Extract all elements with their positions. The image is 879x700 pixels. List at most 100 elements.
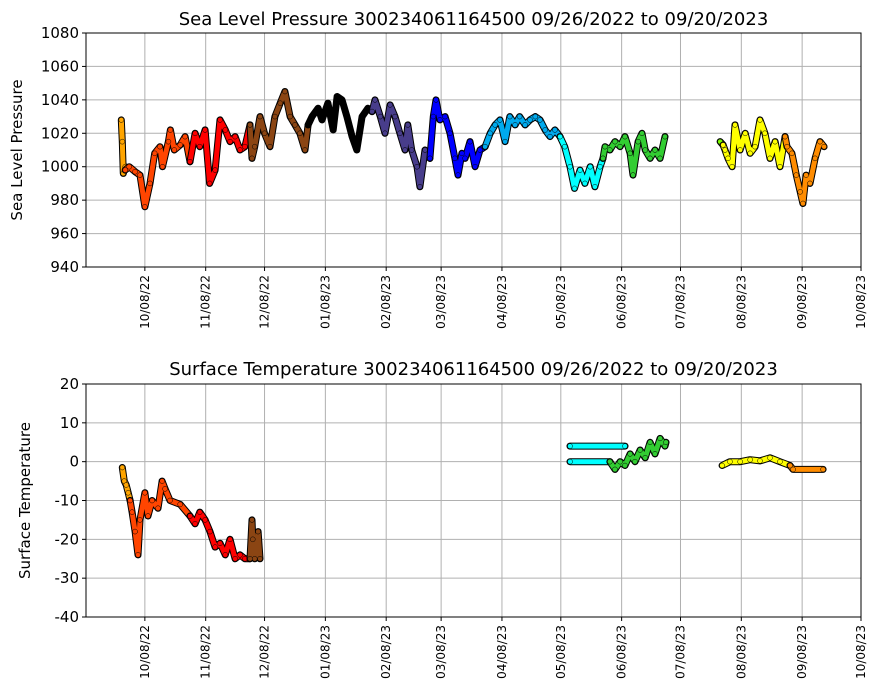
data-point [277, 100, 283, 106]
data-point [267, 143, 273, 150]
x-tick-label: 05/08/23 [554, 625, 568, 679]
data-point [251, 143, 258, 150]
data-point [587, 163, 593, 170]
data-point [125, 489, 131, 496]
data-point [567, 443, 573, 449]
data-point [793, 172, 800, 178]
series-may-2023-upper- [566, 442, 629, 450]
data-point [784, 143, 790, 150]
series-aug-2023 [719, 116, 789, 171]
y-axis-label: Sea Level Pressure [8, 79, 26, 220]
data-point [192, 130, 198, 137]
data-point [187, 513, 193, 519]
data-point [737, 147, 743, 153]
chart-pressure: 10/08/22 11/08/22 12/08/22 01/08/23 02/08/23… [8, 9, 868, 329]
x-tick-label: 06/08/23 [615, 275, 629, 329]
x-tick-label: 04/08/23 [495, 625, 509, 679]
data-point [155, 505, 161, 512]
data-point [727, 458, 733, 465]
data-point [617, 143, 623, 150]
data-point [447, 130, 453, 137]
data-point [387, 102, 393, 108]
data-point [442, 113, 448, 120]
data-point [807, 180, 813, 187]
y-tick-label: 0 [69, 453, 79, 471]
data-point [722, 147, 728, 153]
data-point [372, 97, 378, 103]
data-point [632, 458, 638, 465]
data-point [577, 167, 583, 173]
y-tick-label: -40 [55, 608, 80, 626]
y-tick-label: -10 [55, 492, 80, 510]
data-point [817, 138, 823, 145]
data-point [719, 462, 725, 469]
data-point [222, 127, 229, 133]
data-point [527, 117, 533, 123]
data-point [537, 117, 543, 123]
x-tick-label: 06/08/23 [615, 625, 629, 679]
series-sep-2023 [781, 133, 828, 207]
data-point [552, 127, 558, 133]
x-tick-label: 11/08/22 [199, 625, 213, 679]
data-point [118, 117, 125, 123]
series-line [482, 114, 563, 150]
data-point [222, 552, 229, 558]
y-tick-label: 1040 [41, 91, 79, 109]
data-point [561, 143, 568, 150]
data-point [132, 168, 138, 175]
data-point [129, 509, 135, 515]
series-line [427, 97, 488, 178]
data-point [777, 163, 783, 170]
data-point [512, 122, 518, 128]
data-point [257, 556, 263, 562]
data-point [282, 88, 288, 95]
data-point [217, 117, 223, 123]
data-point [127, 497, 133, 504]
data-point [382, 130, 388, 137]
data-point [297, 130, 303, 137]
data-point [482, 143, 488, 150]
data-point [251, 556, 258, 562]
data-point [122, 167, 128, 173]
data-point [402, 147, 408, 153]
data-point [532, 113, 539, 120]
y-axis-label: Surface Temperature [16, 422, 34, 579]
data-point [344, 113, 350, 120]
data-point [261, 130, 268, 137]
series-nov-2022 [186, 116, 254, 187]
data-point [452, 155, 458, 162]
data-point [212, 544, 218, 550]
data-point [497, 117, 503, 123]
data-point [147, 180, 153, 187]
data-point [437, 117, 443, 123]
data-point [637, 447, 643, 453]
data-point [151, 150, 158, 157]
data-point [132, 528, 138, 535]
data-point [622, 443, 628, 449]
data-point [597, 163, 603, 170]
data-point [467, 138, 473, 145]
data-point [339, 97, 345, 103]
data-point [725, 155, 731, 162]
data-point [492, 122, 498, 128]
y-tick-label: 1060 [41, 57, 79, 75]
data-point [812, 155, 818, 162]
data-point [305, 122, 311, 128]
data-point [647, 439, 653, 445]
series-sep-2023 [786, 462, 827, 473]
data-point [747, 456, 753, 463]
data-point [732, 122, 738, 128]
data-point [542, 127, 548, 133]
data-point [249, 155, 255, 162]
data-point [642, 147, 648, 153]
x-tick-label: 11/08/22 [199, 275, 213, 329]
data-point [249, 517, 255, 523]
data-point [762, 130, 768, 137]
series-apr-2023 [481, 113, 564, 151]
data-point [405, 122, 411, 128]
series-line [247, 517, 263, 562]
data-point [522, 122, 528, 128]
data-point [433, 97, 439, 103]
data-point [359, 113, 365, 120]
data-point [237, 552, 243, 558]
